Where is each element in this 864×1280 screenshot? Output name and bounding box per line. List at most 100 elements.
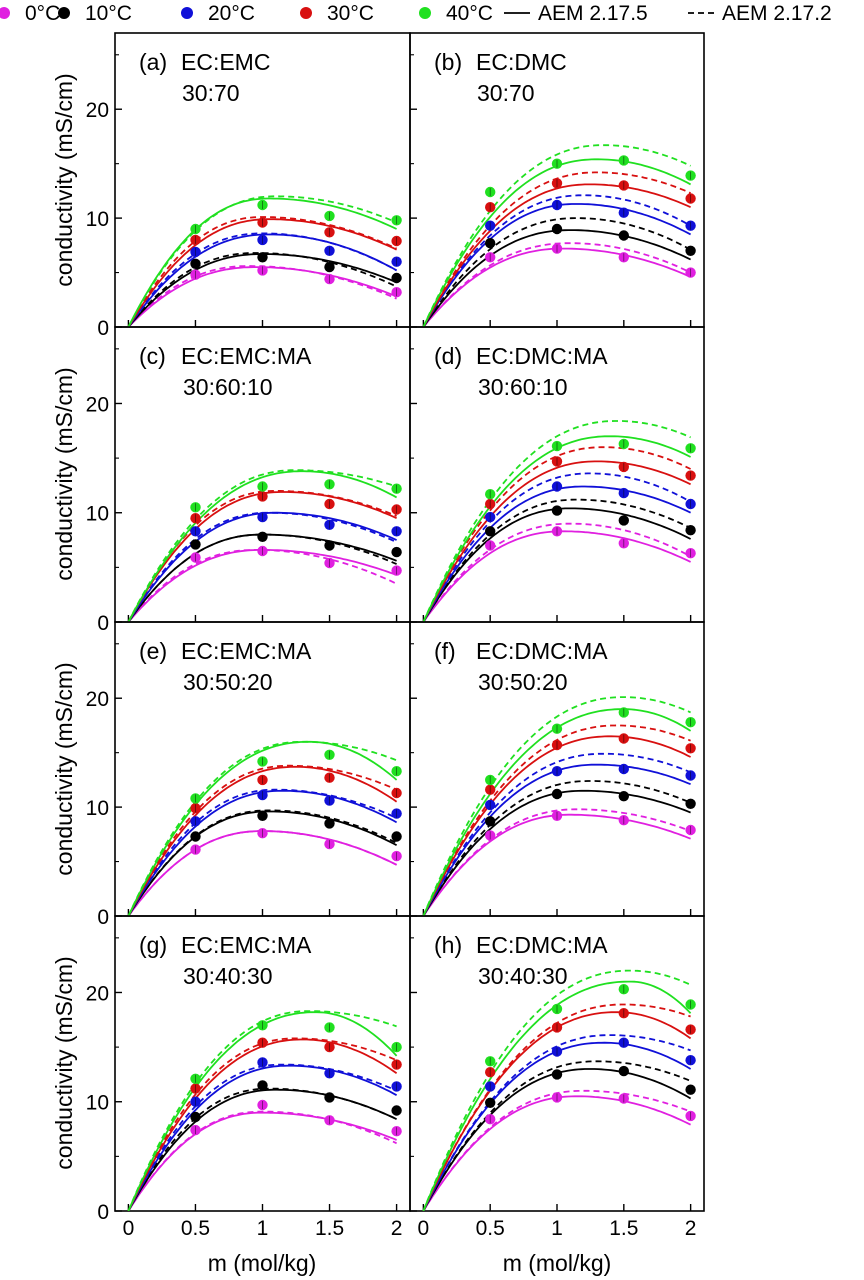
figure-legend: AEM 2.17.5 AEM 2.17.2 0°C 10°C 20°C 30°C 40°… [0,2,832,25]
panel-curves-a [127,195,398,327]
solid-curve-a-40-c [127,197,397,327]
legend-marker-20-c [181,7,193,19]
panel-letter-c: (c) [139,343,166,369]
solid-curve-e-40-c [127,740,398,916]
dashed-curve-f-40-c [422,696,691,916]
x-tick-label-h-0-5: 0.5 [476,1217,505,1240]
y-tick-label-a-10: 10 [86,208,109,231]
panel-h: 0 0.5 1 1.5 2 (h) EC:DMC:MA 30:40:30 [409,915,705,1240]
panel-curves-b [422,144,692,327]
panel-a: 0 10 20 (a) EC:EMC 30:70 [86,32,411,340]
dashed-curve-e-30-c [127,764,397,916]
panel-ratio-a: 30:70 [182,80,240,106]
legend-label-20-c: 20°C [208,2,255,25]
legend-dashed-label: AEM 2.17.2 [722,2,832,25]
x-tick-label-h-2: 2 [685,1217,697,1240]
solid-curve-e-10-c [127,810,398,916]
x-axis-label-right: m (mol/kg) [503,1250,612,1276]
panel-ratio-f: 30:50:20 [478,669,568,695]
panel-letter-a: (a) [139,49,167,75]
solid-curve-h-30-c [422,1011,692,1211]
x-tick-label-h-1: 1 [551,1217,563,1240]
dashed-curve-c-0-c [127,549,397,622]
panel-letter-d: (d) [434,343,462,369]
solid-curve-a-20-c [127,233,398,327]
y-tick-label-g-0: 0 [97,1201,109,1224]
legend-label-10-c: 10°C [85,2,132,25]
x-tick-label-g-0: 0 [123,1217,135,1240]
solid-curve-b-30-c [422,183,691,327]
solid-curve-d-10-c [422,507,692,622]
y-tick-label-g-10: 10 [86,1092,109,1115]
solid-curve-e-0-c [127,830,397,916]
dashed-curve-a-10-c [127,252,397,327]
panel-ratio-e: 30:50:20 [183,669,273,695]
legend-marker-30-c [300,7,312,19]
y-tick-label-e-10: 10 [86,797,109,820]
panel-b: (b) EC:DMC 30:70 [409,32,705,328]
dashed-curve-d-0-c [422,522,692,622]
dashed-curve-b-10-c [422,217,692,327]
y-axis-label-row4: conductivity (mS/cm) [51,956,77,1169]
solid-curve-c-40-c [127,470,398,622]
panel-ratio-g: 30:40:30 [183,963,273,989]
dashed-curve-d-40-c [422,420,691,622]
solid-curve-b-0-c [422,247,691,327]
dashed-curve-d-30-c [422,446,691,622]
dashed-curve-b-40-c [422,144,691,327]
dashed-curve-e-20-c [127,788,397,916]
y-axis-label-row2: conductivity (mS/cm) [51,367,77,580]
panel-letter-b: (b) [434,49,462,75]
panel-letter-h: (h) [434,932,462,958]
panel-title-a: EC:EMC [181,49,270,75]
panel-ratio-h: 30:40:30 [478,963,568,989]
dashed-curve-g-30-c [127,1037,397,1211]
panel-title-d: EC:DMC:MA [476,343,608,369]
panel-title-h: EC:DMC:MA [476,932,608,958]
dashed-curve-a-30-c [127,216,397,327]
panel-ratio-c: 30:60:10 [183,374,273,400]
x-tick-label-g-0-5: 0.5 [181,1217,210,1240]
x-tick-label-g-1: 1 [257,1217,269,1240]
y-tick-label-c-0: 0 [97,612,109,635]
panel-d: (d) EC:DMC:MA 30:60:10 [409,326,705,623]
dashed-curve-g-40-c [127,1010,397,1211]
panel-title-f: EC:DMC:MA [476,638,608,664]
dashed-curve-d-10-c [422,498,691,622]
x-tick-label-g-2: 2 [391,1217,403,1240]
y-tick-label-e-20: 20 [86,688,109,711]
dashed-curve-b-20-c [422,194,692,327]
panel-title-e: EC:EMC:MA [181,638,312,664]
panel-ratio-d: 30:60:10 [478,374,568,400]
solid-curve-g-0-c [127,1111,397,1211]
legend-label-40-c: 40°C [446,2,493,25]
solid-curve-e-30-c [127,765,398,916]
panel-letter-e: (e) [139,638,167,664]
panel-letter-g: (g) [139,932,167,958]
dashed-curve-f-10-c [422,780,691,916]
dashed-curve-h-40-c [422,969,691,1211]
panel-g: 0 10 20 0 0.5 1 1.5 2 (g) EC:EMC:MA 30:40:30 [86,915,411,1240]
legend-label-30-c: 30°C [327,2,374,25]
y-axis-label-row3: conductivity (mS/cm) [51,662,77,875]
axis-labels: conductivity (mS/cm) conductivity (mS/cm… [51,73,611,1276]
panel-frame-d [409,326,705,623]
panel-f: (f) EC:DMC:MA 30:50:20 [409,621,705,917]
y-tick-label-c-20: 20 [86,393,109,416]
dashed-curve-h-10-c [422,1060,691,1211]
x-tick-label-h-1-5: 1.5 [609,1217,638,1240]
x-tick-label-h-0: 0 [418,1217,430,1240]
panel-e: 0 10 20 (e) EC:EMC:MA 30:50:20 [86,621,411,929]
legend-marker-0-c [0,7,10,19]
y-tick-label-g-20: 20 [86,982,109,1005]
solid-curve-g-20-c [127,1064,398,1211]
dashed-curve-a-20-c [127,232,398,327]
y-axis-label-row1: conductivity (mS/cm) [51,73,77,286]
legend-solid-label: AEM 2.17.5 [538,2,648,25]
panel-ratio-b: 30:70 [477,80,535,106]
y-tick-label-a-0: 0 [97,317,109,340]
y-tick-label-a-20: 20 [86,99,109,122]
panel-letter-f: (f) [434,638,456,664]
